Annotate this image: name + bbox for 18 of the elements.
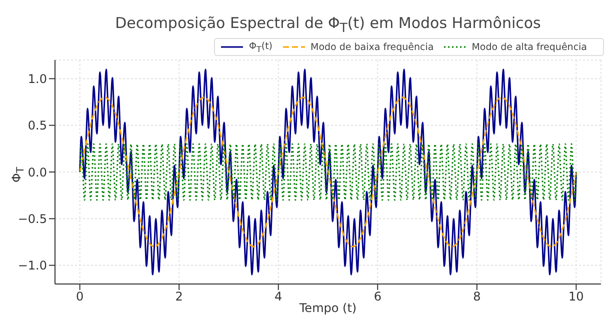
y-tick-label: 1.0 [28, 72, 47, 86]
x-tick-label: 6 [374, 290, 382, 304]
x-axis-title: Tempo (t) [299, 301, 357, 315]
line-series [79, 96, 577, 248]
x-tick-label: 4 [274, 290, 282, 304]
y-tick-label: 0.5 [28, 118, 47, 133]
chart-title: Decomposição Espectral de Φ$_{T}$(t) em Modos Harmônicos [114, 14, 542, 35]
legend-label: Φ$_{T}$(t) [249, 40, 272, 54]
x-tick-label: 8 [473, 290, 481, 304]
x-tick-label: 10 [568, 290, 584, 304]
legend-label: Modo de alta frequência [472, 42, 587, 52]
y-tick-label: −0.5 [18, 212, 47, 226]
line-series [79, 68, 577, 276]
x-tick-label: 0 [76, 290, 84, 304]
x-tick-label: 2 [175, 290, 183, 304]
legend-label: Modo de baixa frequência [310, 42, 434, 52]
y-tick-label: 0.0 [28, 165, 47, 180]
y-tick-label: −1.0 [18, 258, 47, 273]
